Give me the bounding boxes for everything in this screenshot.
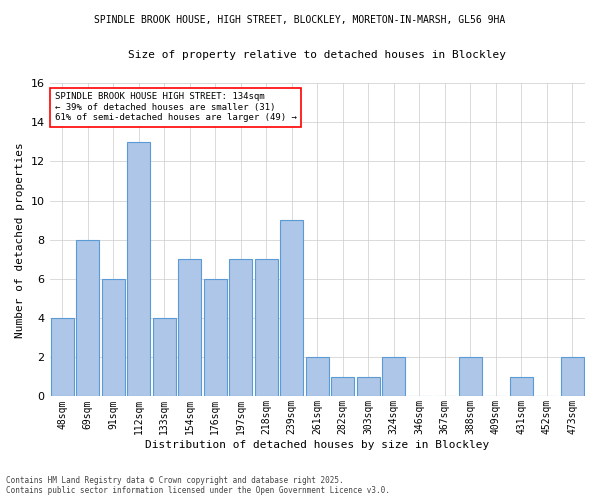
Bar	[51, 318, 74, 396]
Text: SPINDLE BROOK HOUSE, HIGH STREET, BLOCKLEY, MORETON-IN-MARSH, GL56 9HA: SPINDLE BROOK HOUSE, HIGH STREET, BLOCKL…	[94, 15, 506, 25]
Bar	[229, 260, 252, 396]
Y-axis label: Number of detached properties: Number of detached properties	[15, 142, 25, 338]
Bar	[153, 318, 176, 396]
Bar	[127, 142, 150, 397]
Bar	[255, 260, 278, 396]
Title: Size of property relative to detached houses in Blockley: Size of property relative to detached ho…	[128, 50, 506, 60]
Bar	[510, 377, 533, 396]
Bar	[204, 279, 227, 396]
Text: SPINDLE BROOK HOUSE HIGH STREET: 134sqm
← 39% of detached houses are smaller (31: SPINDLE BROOK HOUSE HIGH STREET: 134sqm …	[55, 92, 297, 122]
Bar	[331, 377, 354, 396]
Bar	[178, 260, 201, 396]
Text: Contains HM Land Registry data © Crown copyright and database right 2025.
Contai: Contains HM Land Registry data © Crown c…	[6, 476, 390, 495]
Bar	[76, 240, 99, 396]
Bar	[561, 357, 584, 397]
Bar	[280, 220, 303, 396]
Bar	[102, 279, 125, 396]
Bar	[382, 357, 405, 397]
Bar	[357, 377, 380, 396]
Bar	[306, 357, 329, 397]
Bar	[459, 357, 482, 397]
X-axis label: Distribution of detached houses by size in Blockley: Distribution of detached houses by size …	[145, 440, 490, 450]
